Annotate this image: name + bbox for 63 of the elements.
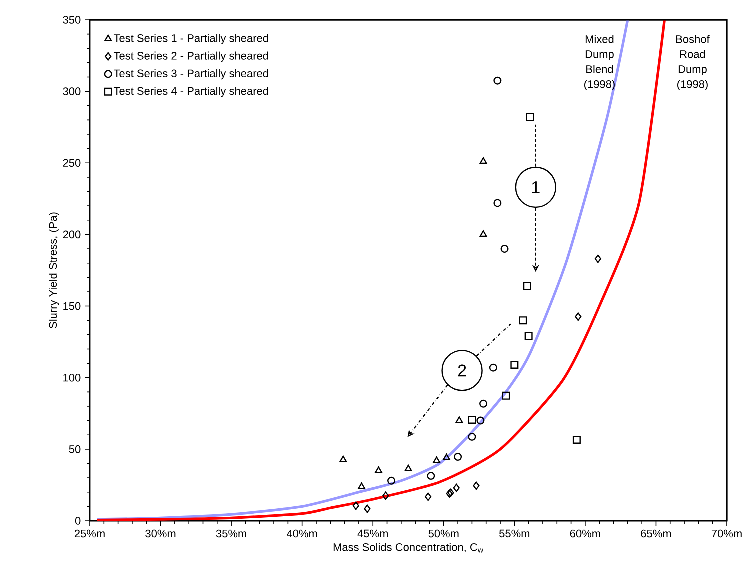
point [480,230,488,238]
point [594,254,602,264]
legend-label: Test Series 1 - Partially sheared [114,34,268,44]
point [375,466,382,474]
point [453,484,460,492]
y-tick-label: 300 [63,88,81,96]
point [524,332,533,340]
series-label: Boshof Road Dump (1998) [676,35,710,90]
y-tick-label: 150 [64,302,81,310]
point [575,312,582,322]
point [427,472,436,480]
point [352,502,360,510]
x-tick-label: 45%m [358,530,388,538]
point [480,400,488,408]
point [476,416,485,425]
y-tick-label: 250 [63,159,81,168]
point [468,432,476,441]
point [502,392,510,400]
point [443,454,450,460]
point [500,245,509,254]
point [510,360,519,369]
x-tick-label: 60%m [570,530,600,538]
point [526,113,534,122]
point [456,416,464,424]
point [572,436,581,444]
point [473,482,480,490]
y-tick-label: 100 [64,374,81,382]
legend-label: Test Series 4 - Partially sheared [114,87,268,98]
y-tick-label: 50 [69,446,81,454]
x-tick-label: 25%m [74,530,105,538]
x-tick-label: 55%m [500,530,530,538]
y-tick-label: 200 [63,230,81,239]
point [382,492,390,500]
point [454,453,462,462]
annotation: 1 [532,182,540,194]
y-tick-label: 0 [75,517,81,525]
point [494,199,502,208]
x-tick-label: 50%m [428,530,459,538]
point [489,364,498,372]
point [468,416,476,424]
series-label: Mixed Dump Blend (1998) [584,35,615,90]
x-tick-label: 65%m [641,530,672,538]
point [519,316,528,325]
legend-label: Test Series 2 - Partially sheared [114,52,268,62]
point [340,456,348,462]
point [433,456,441,464]
point [523,282,532,290]
x-tick-label: 30%m [146,530,176,538]
x-tick-label: 35%m [216,530,246,538]
x-tick-label: 70%m [712,530,742,538]
point [358,482,366,490]
legend-label: Test Series 3 - Partially sheared [114,69,268,80]
x-axis-title: Mass Solids Concentration, C$_{w}$ [334,543,484,553]
annotation: 2 [458,364,466,377]
point [388,476,396,485]
x-tick-label: 40%m [286,530,318,538]
y-tick-label: 350 [63,16,81,24]
point [494,76,502,85]
point [404,464,412,472]
point [480,158,488,164]
y-axis-title: Slurry Yield Stress, (Pa) [49,212,60,328]
point [364,504,371,514]
point [425,492,432,502]
